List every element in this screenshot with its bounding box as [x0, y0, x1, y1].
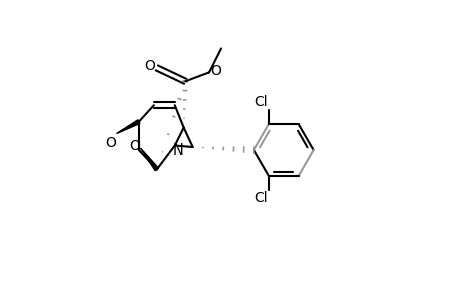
Polygon shape — [140, 148, 158, 171]
Text: O: O — [106, 136, 116, 149]
Text: Cl: Cl — [254, 95, 268, 109]
Polygon shape — [116, 120, 140, 134]
Text: O: O — [144, 59, 155, 74]
Text: Cl: Cl — [254, 191, 268, 205]
Text: O: O — [129, 139, 140, 152]
Text: O: O — [210, 64, 221, 79]
Text: N: N — [172, 143, 183, 158]
